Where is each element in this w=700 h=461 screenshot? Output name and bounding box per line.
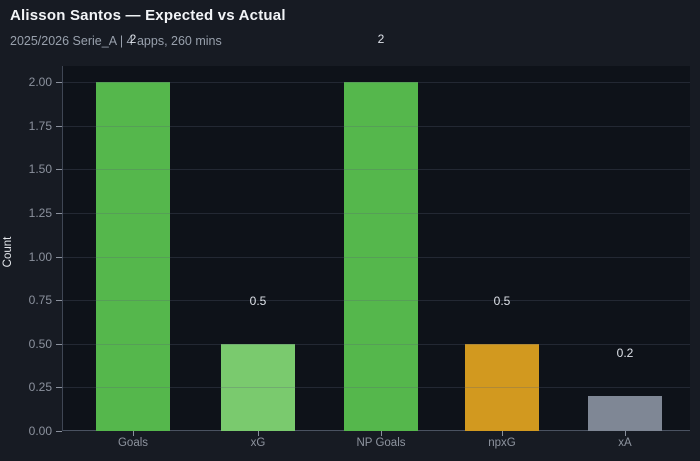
x-tick-label-xg: xG [250, 437, 266, 449]
x-tick-label-npxg: npxG [488, 437, 516, 449]
bar-value-label-np-goals: 2 [377, 32, 385, 46]
chart-subtitle: 2025/2026 Serie_A | 4 apps, 260 mins [10, 34, 222, 48]
x-tick-label-goals: Goals [117, 437, 149, 449]
y-tick-mark-0.75 [56, 300, 62, 302]
bar-value-label-xa: 0.2 [616, 346, 634, 360]
x-tick-label-xa: xA [618, 437, 632, 449]
y-tick-label-1.75: 1.75 [28, 118, 52, 133]
y-tick-mark-1.00 [56, 256, 62, 258]
x-tick-mark-npxg [502, 431, 503, 436]
y-tick-mark-1.50 [56, 169, 62, 171]
y-tick-mark-0.00 [56, 431, 62, 432]
x-tick-mark-xg [258, 431, 259, 436]
y-tick-label-0.50: 0.50 [28, 336, 52, 351]
bar-value-label-npxg: 0.5 [493, 294, 511, 308]
bar-value-label-goals: 2 [129, 32, 137, 46]
y-tick-mark-1.75 [56, 125, 62, 127]
y-tick-label-0.25: 0.25 [28, 380, 52, 395]
x-tick-label-np-goals: NP Goals [356, 437, 406, 449]
chart-title: Alisson Santos — Expected vs Actual [10, 7, 286, 24]
bar-xg [221, 344, 295, 431]
y-tick-label-0.00: 0.00 [28, 424, 52, 438]
x-tick-mark-xa [625, 431, 626, 436]
y-tick-label-0.75: 0.75 [28, 293, 52, 308]
y-tick-label-2.00: 2.00 [28, 75, 52, 89]
y-tick-mark-0.50 [56, 343, 62, 345]
bar-goals [96, 82, 170, 431]
x-tick-mark-goals [133, 431, 134, 436]
y-tick-label-1.25: 1.25 [28, 205, 52, 220]
y-tick-mark-2.00 [56, 82, 62, 83]
y-tick-label-1.00: 1.00 [28, 249, 52, 264]
y-tick-mark-0.25 [56, 387, 62, 389]
y-tick-mark-1.25 [56, 212, 62, 214]
bar-xa [588, 396, 662, 431]
y-tick-label-1.50: 1.50 [28, 162, 52, 177]
bar-npxg [465, 344, 539, 431]
bar-np-goals [344, 82, 418, 431]
bar-value-label-xg: 0.5 [249, 294, 267, 308]
x-tick-mark-np-goals [381, 431, 382, 436]
